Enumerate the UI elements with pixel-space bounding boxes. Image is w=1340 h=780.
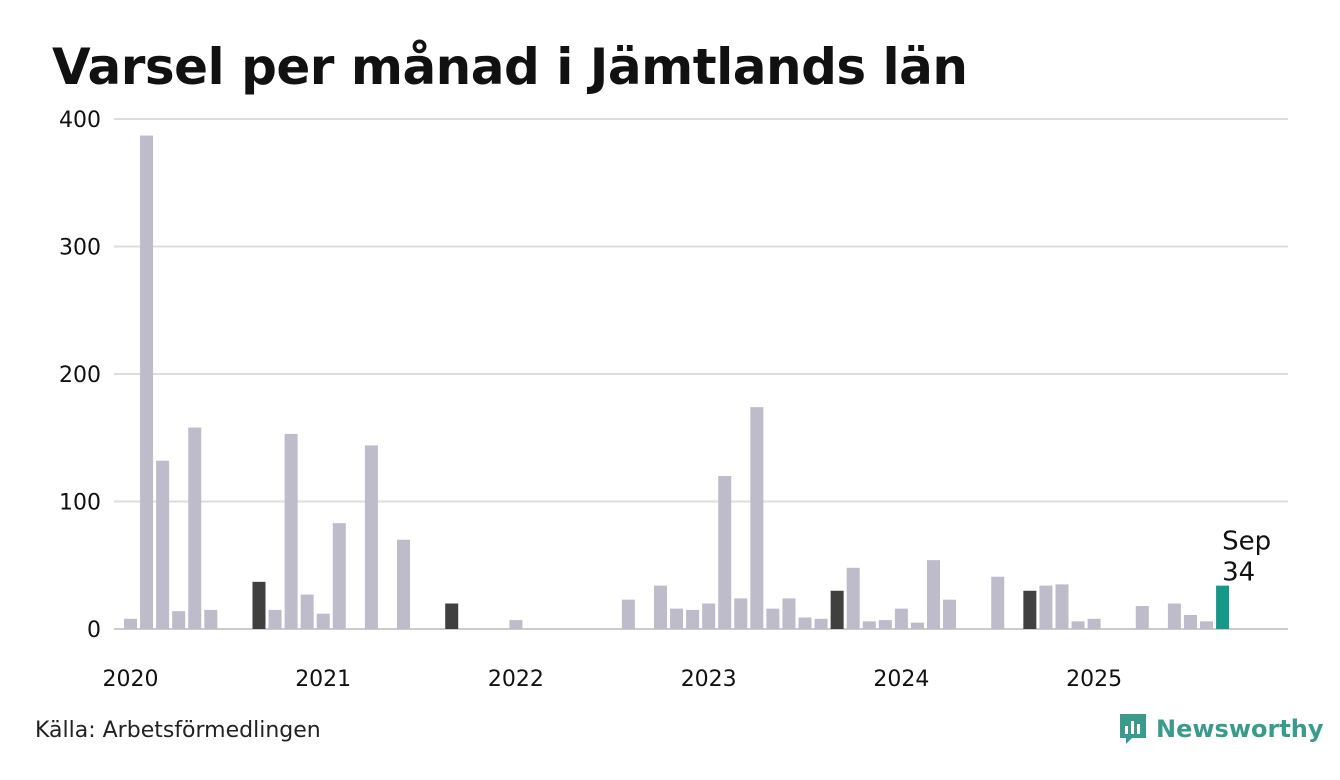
labels-layer: 0 100 200 300 400 2020 2021 2022 2023 2024 2025 Sep… bbox=[59, 108, 1271, 692]
bar bbox=[509, 620, 523, 629]
bar bbox=[1023, 590, 1037, 629]
bar bbox=[1039, 585, 1053, 629]
bar bbox=[1055, 584, 1069, 630]
bar bbox=[653, 585, 667, 629]
bar bbox=[1167, 603, 1181, 629]
x-year-label: 2023 bbox=[681, 667, 737, 692]
bars-layer bbox=[124, 135, 1230, 630]
annotation-value: 34 bbox=[1222, 558, 1255, 588]
bar bbox=[702, 603, 716, 629]
bar bbox=[862, 621, 876, 629]
x-year-label: 2025 bbox=[1066, 667, 1122, 692]
bar bbox=[445, 603, 459, 629]
bar bbox=[766, 608, 780, 629]
bar-chart: 0 100 200 300 400 2020 2021 2022 2023 2024 2025 Sep… bbox=[59, 108, 1288, 692]
bar bbox=[750, 407, 764, 629]
bar bbox=[397, 539, 411, 629]
bar bbox=[830, 590, 844, 629]
bar bbox=[204, 609, 218, 630]
x-year-label: 2022 bbox=[488, 667, 544, 692]
bar bbox=[927, 560, 940, 629]
bar bbox=[1200, 621, 1214, 629]
bar-current-month bbox=[1216, 585, 1230, 629]
x-year-label: 2020 bbox=[103, 667, 159, 692]
bar bbox=[124, 618, 137, 629]
y-tick-label: 400 bbox=[59, 108, 101, 133]
chart-title: Varsel per månad i Jämtlands län bbox=[52, 38, 968, 96]
x-year-label: 2024 bbox=[873, 667, 929, 692]
bar bbox=[300, 594, 314, 629]
bar bbox=[332, 523, 346, 629]
bar bbox=[910, 622, 924, 630]
bar bbox=[140, 135, 154, 629]
bar bbox=[846, 567, 860, 629]
bar bbox=[1087, 618, 1101, 629]
bar bbox=[268, 609, 282, 630]
bar bbox=[718, 476, 732, 629]
bar bbox=[1183, 614, 1197, 629]
bar bbox=[878, 620, 892, 629]
bar bbox=[686, 609, 700, 630]
y-tick-label: 0 bbox=[87, 618, 101, 643]
bar bbox=[364, 445, 378, 629]
bar bbox=[156, 460, 170, 629]
annotation-month: Sep bbox=[1222, 527, 1271, 557]
bar bbox=[188, 427, 202, 629]
bar bbox=[621, 599, 635, 629]
source-label: Källa: Arbetsförmedlingen bbox=[35, 718, 321, 743]
x-year-label: 2021 bbox=[295, 667, 351, 692]
bar bbox=[252, 581, 266, 629]
newsworthy-logo-icon bbox=[1120, 714, 1146, 744]
brand-name: Newsworthy bbox=[1156, 715, 1324, 743]
y-tick-label: 300 bbox=[59, 236, 101, 261]
bar bbox=[734, 598, 748, 629]
bar bbox=[316, 613, 330, 629]
bar bbox=[894, 608, 908, 629]
bar bbox=[670, 608, 684, 629]
bar bbox=[814, 618, 828, 629]
bar bbox=[798, 617, 812, 629]
bar bbox=[1071, 621, 1085, 629]
bar bbox=[943, 599, 957, 629]
bar bbox=[284, 433, 298, 629]
bar bbox=[782, 598, 796, 629]
bar bbox=[1135, 606, 1149, 629]
bar bbox=[991, 576, 1005, 629]
y-tick-label: 200 bbox=[59, 363, 101, 388]
y-tick-label: 100 bbox=[59, 491, 101, 516]
bar bbox=[172, 611, 186, 629]
brand-logo: Newsworthy bbox=[1118, 712, 1324, 746]
